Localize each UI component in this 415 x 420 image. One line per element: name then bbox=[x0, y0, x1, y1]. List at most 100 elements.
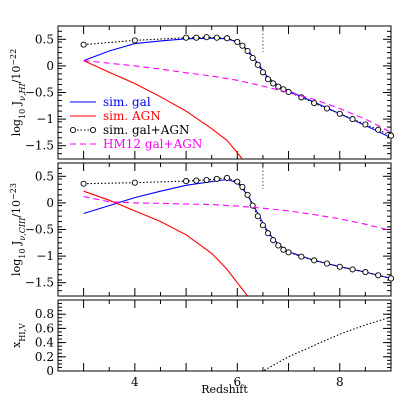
y-label-sub1: 10 bbox=[18, 249, 27, 259]
legend-label: sim. gal+AGN bbox=[103, 123, 189, 137]
y-label-exp: −22 bbox=[9, 49, 18, 66]
series-marker bbox=[224, 35, 231, 42]
panel-frame bbox=[57, 162, 392, 297]
y-axis-label: log10 Jν,HI/10−22 bbox=[9, 49, 27, 136]
y-tick-label: 0 bbox=[46, 196, 54, 210]
x-axis-label: Redshift bbox=[201, 383, 248, 396]
series-marker bbox=[323, 105, 331, 112]
y-tick-label: 0 bbox=[46, 59, 54, 73]
y-label-sub: HI,V bbox=[18, 323, 27, 342]
series-line bbox=[83, 190, 249, 296]
series-marker bbox=[387, 132, 395, 139]
series-marker bbox=[80, 180, 87, 187]
series-marker bbox=[285, 249, 292, 256]
y-axis-label: log10 Jν,CIII/10−23 bbox=[9, 183, 27, 276]
x-tick-label: 8 bbox=[336, 375, 344, 389]
y-tick-label: −1 bbox=[36, 249, 54, 263]
series-marker bbox=[270, 237, 277, 244]
series-marker bbox=[213, 175, 220, 183]
y-tick-label: 0.8 bbox=[35, 307, 54, 321]
series-marker bbox=[270, 80, 277, 87]
series-marker bbox=[224, 174, 231, 181]
series-marker bbox=[362, 121, 369, 128]
y-label-suffix: /10 bbox=[10, 66, 23, 84]
y-tick-label: 0 bbox=[46, 364, 54, 378]
legend-label: sim. gal bbox=[103, 95, 151, 109]
y-tick-label: 0.5 bbox=[35, 169, 54, 183]
series-marker bbox=[336, 110, 343, 117]
series-marker bbox=[336, 263, 343, 270]
series-marker bbox=[362, 269, 369, 276]
legend-marker bbox=[69, 126, 77, 134]
series-line bbox=[58, 316, 391, 371]
series-marker bbox=[349, 266, 356, 273]
legend-marker bbox=[89, 126, 97, 134]
legend-label: HM12 gal+AGN bbox=[103, 137, 202, 151]
series-marker bbox=[275, 83, 282, 90]
series-marker bbox=[249, 202, 256, 209]
y-label-mid: J bbox=[10, 101, 23, 109]
y-tick-label: 0.6 bbox=[35, 321, 54, 335]
series-marker bbox=[213, 34, 220, 41]
series-marker bbox=[259, 222, 266, 229]
series-marker bbox=[183, 34, 190, 41]
series-marker bbox=[131, 179, 138, 186]
y-label-sub2: ν,HI bbox=[18, 83, 27, 101]
series-marker bbox=[249, 54, 256, 61]
series-marker bbox=[80, 41, 87, 48]
series-marker bbox=[254, 61, 261, 68]
series-marker bbox=[131, 37, 138, 44]
series-marker bbox=[183, 178, 190, 185]
series-marker bbox=[349, 116, 356, 123]
series-line bbox=[83, 195, 391, 232]
panel-frame bbox=[57, 299, 392, 372]
panel-bottom: 00.20.40.60.8 4 6 8 Redshift xHI,V bbox=[10, 299, 392, 396]
series-marker bbox=[239, 183, 246, 190]
series-marker bbox=[298, 253, 305, 260]
y-label-main: x bbox=[10, 341, 23, 348]
series-marker bbox=[311, 100, 318, 107]
series-marker bbox=[244, 191, 251, 198]
series-line bbox=[83, 177, 391, 279]
series-marker bbox=[375, 126, 382, 133]
series-marker bbox=[264, 230, 272, 237]
y-tick-label: −1 bbox=[36, 112, 54, 126]
series-marker bbox=[275, 242, 282, 249]
series-marker bbox=[244, 47, 251, 55]
series-marker bbox=[254, 213, 261, 220]
y-tick-label: 0.4 bbox=[35, 336, 54, 350]
y-label-sub2: ν,CIII bbox=[18, 217, 27, 241]
y-tick-label: −1.5 bbox=[25, 276, 54, 290]
series-marker bbox=[323, 260, 331, 267]
y-label-exp: −23 bbox=[9, 183, 18, 200]
y-tick-label: 0.2 bbox=[35, 350, 54, 364]
series-marker bbox=[387, 275, 395, 282]
y-tick-label: 0.5 bbox=[35, 32, 54, 46]
y-label-mid: J bbox=[10, 241, 23, 249]
y-tick-label: −0.5 bbox=[25, 223, 54, 237]
series-marker bbox=[239, 42, 246, 49]
series-marker bbox=[375, 272, 382, 279]
series-marker bbox=[234, 178, 241, 185]
series-marker bbox=[193, 177, 200, 184]
x-tick-label: 6 bbox=[233, 375, 241, 389]
series-marker bbox=[259, 69, 266, 76]
y-label-prefix: log bbox=[10, 119, 23, 136]
y-label-suffix: /10 bbox=[10, 200, 23, 218]
y-tick-label: −1.5 bbox=[25, 139, 54, 153]
y-label-prefix: log bbox=[10, 259, 23, 276]
series-line bbox=[83, 60, 243, 159]
series-marker bbox=[280, 246, 287, 253]
series-line bbox=[83, 178, 391, 279]
series-marker bbox=[203, 34, 210, 41]
y-label-sub1: 10 bbox=[18, 109, 27, 119]
series-marker bbox=[264, 76, 272, 83]
legend-label: sim. AGN bbox=[103, 109, 161, 123]
series-line bbox=[83, 60, 391, 133]
series-marker bbox=[234, 38, 241, 46]
y-axis-label: xHI,V bbox=[10, 323, 27, 348]
